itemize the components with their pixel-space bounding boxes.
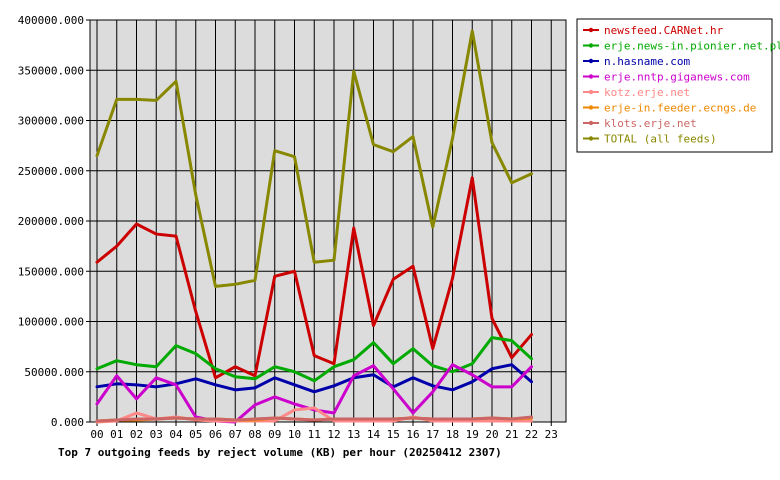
legend-marker	[588, 89, 594, 95]
x-tick-label: 05	[189, 428, 202, 441]
series-line	[95, 176, 533, 380]
legend-label: erje-in.feeder.ecngs.de	[604, 102, 756, 115]
x-tick-label: 21	[505, 428, 518, 441]
series-line	[95, 363, 533, 424]
x-axis-ticks: 00 01 02 03 04 05 06 07 08 09 10 11 12 13 14 15 16 17 18 19…	[90, 428, 558, 441]
x-tick-label: 13	[347, 428, 360, 441]
series-lines	[95, 29, 533, 424]
y-tick-label: 100000.000	[18, 316, 84, 329]
x-tick-label: 12	[327, 428, 340, 441]
legend-label: kotz.erje.net	[604, 86, 690, 99]
legend-marker	[588, 74, 594, 79]
series-line	[95, 29, 533, 288]
x-tick-label: 00	[90, 428, 103, 441]
legend-label: erje.nntp.giganews.com	[604, 71, 750, 84]
x-tick-label: 16	[406, 428, 419, 441]
legend-marker	[588, 27, 594, 33]
y-tick-label: 0.000	[51, 416, 84, 429]
legend-label: erje.news-in.pionier.net.pl	[604, 40, 780, 53]
y-tick-label: 200000.000	[18, 215, 84, 228]
x-tick-label: 04	[169, 428, 183, 441]
x-tick-label: 22	[525, 428, 538, 441]
x-tick-label: 03	[150, 428, 163, 441]
series-line	[95, 415, 533, 423]
y-tick-label: 300000.000	[18, 115, 84, 128]
legend-marker	[588, 43, 594, 48]
legend-label: n.hasname.com	[604, 55, 690, 68]
x-tick-label: 09	[268, 428, 281, 441]
x-tick-label: 14	[367, 428, 381, 441]
legend-label: TOTAL (all feeds)	[604, 133, 717, 146]
legend-label: newsfeed.CARNet.hr	[604, 24, 724, 37]
legend-marker	[588, 136, 594, 141]
y-axis-ticks: 0.000 50000.000 100000.000 150000.000 200000…	[18, 14, 84, 429]
legend-box	[576, 18, 773, 153]
y-tick-label: 400000.000	[18, 14, 84, 27]
x-tick-label: 10	[288, 428, 301, 441]
x-tick-label: 19	[466, 428, 479, 441]
legend-marker	[588, 105, 594, 110]
x-tick-label: 08	[248, 428, 261, 441]
legend-marker	[588, 58, 594, 64]
x-tick-label: 07	[229, 428, 242, 441]
x-tick-label: 15	[387, 428, 400, 441]
y-tick-label: 50000.000	[24, 366, 84, 379]
y-tick-label: 350000.000	[18, 64, 84, 77]
y-tick-label: 150000.000	[18, 265, 84, 278]
x-tick-label: 20	[485, 428, 498, 441]
x-tick-label: 01	[110, 428, 123, 441]
x-tick-label: 02	[130, 428, 143, 441]
x-tick-label: 11	[308, 428, 321, 441]
x-tick-label: 18	[446, 428, 459, 441]
y-tick-label: 250000.000	[18, 165, 84, 178]
x-tick-label: 17	[426, 428, 439, 441]
legend-label: klots.erje.net	[604, 117, 697, 130]
x-tick-label: 23	[545, 428, 558, 441]
legend-marker	[588, 120, 594, 126]
x-tick-label: 06	[209, 428, 222, 441]
legend: newsfeed.CARNet.hr erje.news-in.pionier.n…	[576, 18, 780, 153]
series-line	[95, 363, 533, 394]
chart-title: Top 7 outgoing feeds by reject volume (K…	[58, 446, 502, 459]
